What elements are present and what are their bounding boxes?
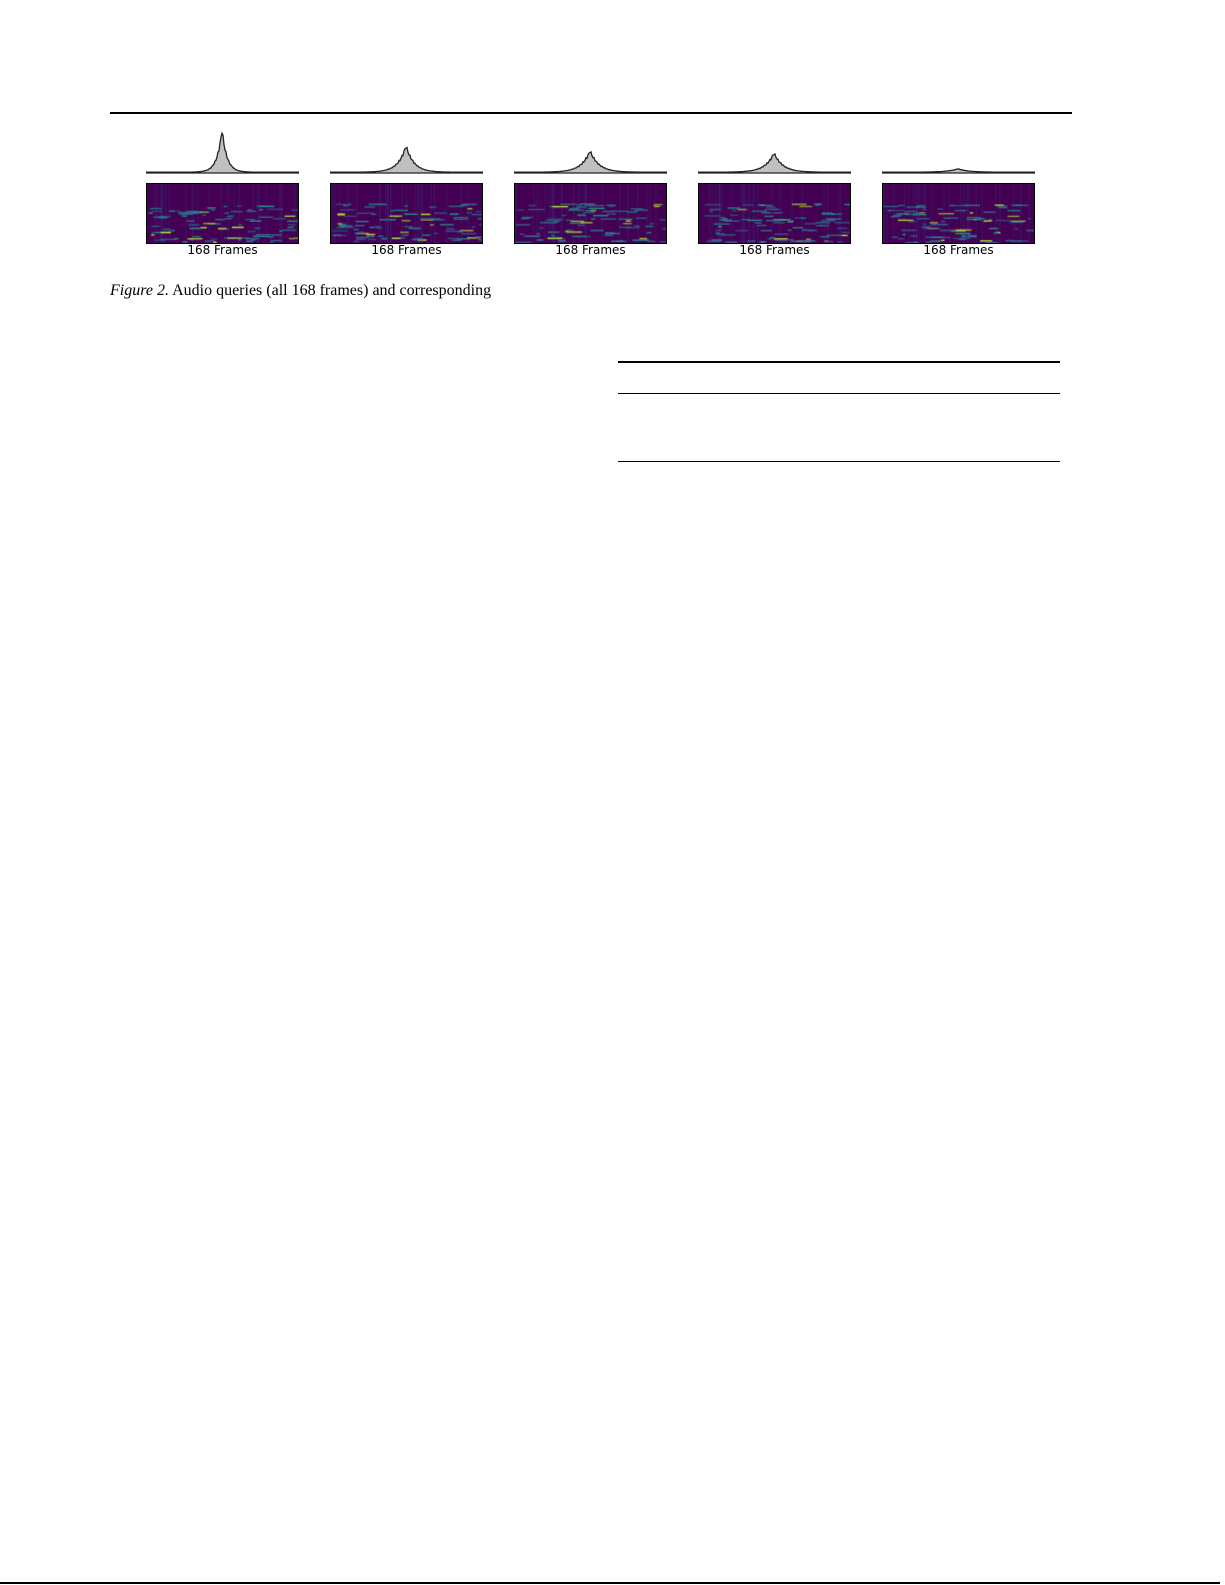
spectrogram bbox=[514, 183, 667, 244]
panel-label: 168 Frames bbox=[923, 243, 994, 257]
panel-label: 168 Frames bbox=[555, 243, 626, 257]
panel-label: 168 Frames bbox=[371, 243, 442, 257]
spectrogram bbox=[698, 183, 851, 244]
table-header-rule bbox=[618, 393, 1060, 394]
spectrogram bbox=[146, 183, 299, 244]
caption-text: Audio queries (all 168 frames) and corre… bbox=[168, 282, 492, 299]
figure-label: Figure 2. bbox=[110, 282, 169, 299]
table-top-rule bbox=[618, 361, 1060, 363]
spectrogram bbox=[330, 183, 483, 244]
panel-label: 168 Frames bbox=[187, 243, 258, 257]
histogram bbox=[330, 146, 483, 174]
panel-label: 168 Frames bbox=[739, 243, 810, 257]
histogram bbox=[514, 150, 667, 174]
page-bottom-rule bbox=[0, 1582, 1220, 1584]
figure-panel: 168 Frames bbox=[514, 125, 667, 265]
histogram bbox=[698, 153, 851, 174]
histogram bbox=[882, 168, 1035, 174]
spectrogram bbox=[882, 183, 1035, 244]
table-bottom-rule bbox=[618, 461, 1060, 462]
top-rule bbox=[110, 112, 1072, 114]
figure-caption: Figure 2. Audio queries (all 168 frames)… bbox=[110, 282, 491, 300]
histogram bbox=[146, 131, 299, 174]
figure-panel: 168 Frames bbox=[882, 125, 1035, 265]
figure-panel: 168 Frames bbox=[698, 125, 851, 265]
figure-panel: 168 Frames bbox=[330, 125, 483, 265]
figure-panel: 168 Frames bbox=[146, 125, 299, 265]
